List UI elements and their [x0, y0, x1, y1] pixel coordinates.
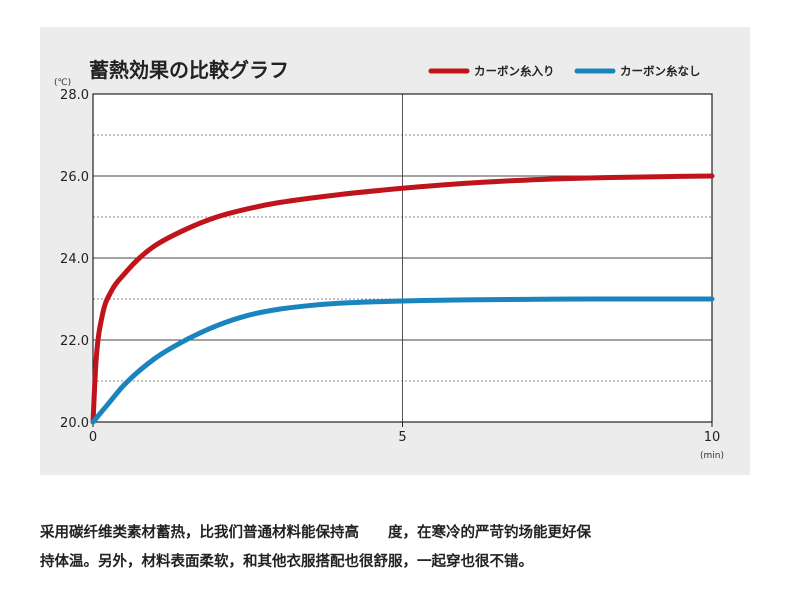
caption-text: 采用碳纤维类素材蓄热，比我们普通材料能保持高 度，在寒冷的严苛钓场能更好保 持体… — [40, 519, 750, 577]
legend-label-1: カーボン糸入り — [474, 64, 555, 78]
chart-panel: 蓄熱効果の比較グラフ (℃) (min) カーボン糸入り カーボン糸なし 20.0… — [40, 27, 750, 475]
chart-axes: 20.0 22.0 24.0 26.0 28.0 0 5 10 — [60, 88, 720, 445]
x-tick-label: 5 — [398, 430, 406, 445]
x-axis-unit: (min) — [700, 451, 724, 461]
y-tick-label: 26.0 — [60, 170, 89, 185]
y-tick-label: 22.0 — [60, 334, 89, 349]
chart-lines — [90, 173, 715, 425]
chart-legend: カーボン糸入り カーボン糸なし — [428, 64, 701, 78]
x-tick-label: 10 — [704, 430, 721, 445]
chart-grid — [93, 94, 712, 422]
caption-line-2: 持体温。另外，材料表面柔软，和其他衣服搭配也很舒服，一起穿也很不错。 — [40, 554, 533, 570]
legend-label-2: カーボン糸なし — [620, 64, 701, 78]
y-tick-label: 28.0 — [60, 88, 89, 103]
series-line-1 — [90, 173, 715, 425]
y-axis-unit: (℃) — [54, 78, 71, 88]
y-tick-label: 20.0 — [60, 416, 89, 431]
chart-title: 蓄熱効果の比較グラフ — [89, 58, 289, 82]
y-tick-label: 24.0 — [60, 252, 89, 267]
series-line-2 — [90, 296, 715, 425]
chart-svg: 蓄熱効果の比較グラフ (℃) (min) カーボン糸入り カーボン糸なし 20.0… — [54, 58, 724, 461]
caption-line-1: 采用碳纤维类素材蓄热，比我们普通材料能保持高 度，在寒冷的严苛钓场能更好保 — [40, 525, 591, 541]
x-tick-label: 0 — [89, 430, 97, 445]
